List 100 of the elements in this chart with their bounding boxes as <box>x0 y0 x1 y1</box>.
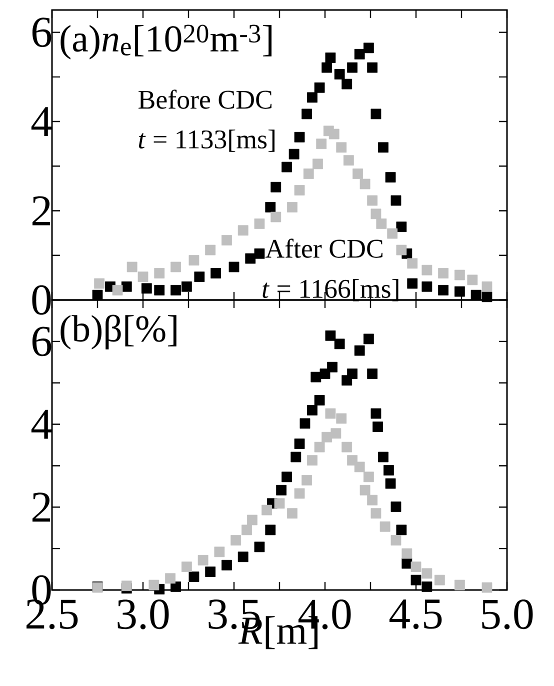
point <box>467 274 478 286</box>
annotation: Before CDC <box>138 90 272 109</box>
point <box>322 432 332 442</box>
point <box>372 422 383 432</box>
point <box>92 290 103 300</box>
point <box>181 562 192 572</box>
point <box>154 284 165 296</box>
point <box>407 258 418 269</box>
point <box>94 278 105 289</box>
point <box>141 283 152 294</box>
point <box>422 568 432 579</box>
point <box>290 452 302 462</box>
point <box>154 268 165 278</box>
point <box>367 494 378 506</box>
point <box>287 202 298 212</box>
point <box>422 264 432 276</box>
chart-title: (b)β[%] <box>60 314 176 350</box>
point <box>354 462 365 472</box>
point <box>367 195 378 206</box>
point <box>322 62 332 73</box>
point <box>454 270 465 280</box>
x-tick-label: 3.0 <box>118 600 169 630</box>
point <box>390 195 402 206</box>
point <box>294 132 305 142</box>
point <box>347 62 358 73</box>
point <box>384 465 394 476</box>
y-tick-label: 4 <box>31 107 52 136</box>
x-tick-label: 4.5 <box>389 600 442 629</box>
point <box>121 580 132 592</box>
point <box>188 255 200 266</box>
point <box>302 108 312 120</box>
point <box>300 418 310 429</box>
point <box>210 268 221 278</box>
point <box>307 455 318 466</box>
point <box>270 212 282 222</box>
point <box>470 290 482 300</box>
point <box>312 158 323 170</box>
point <box>254 542 265 552</box>
point <box>354 345 365 356</box>
point <box>367 368 378 379</box>
annotation: t = 1166[ms] <box>262 279 398 302</box>
point <box>390 502 402 512</box>
y-tick-label: 2 <box>32 492 50 522</box>
point <box>265 524 276 536</box>
point <box>422 281 432 292</box>
x-tick-label: 5.0 <box>482 600 533 630</box>
point <box>265 202 276 212</box>
point <box>434 574 445 586</box>
point <box>126 262 138 272</box>
point <box>360 484 370 496</box>
point <box>307 405 318 416</box>
point <box>112 284 123 296</box>
point <box>396 244 407 256</box>
point <box>228 262 240 272</box>
point <box>276 484 287 496</box>
point <box>325 408 336 419</box>
point <box>316 138 327 150</box>
point <box>407 278 418 289</box>
y-tick-label: 6 <box>32 326 52 356</box>
point <box>342 442 352 452</box>
point <box>438 284 448 296</box>
point <box>360 178 370 190</box>
point <box>410 574 422 586</box>
point <box>314 442 325 452</box>
y-tick-label: 2 <box>32 196 50 226</box>
point <box>314 82 325 93</box>
point <box>303 168 314 179</box>
point <box>385 172 396 183</box>
point <box>347 368 358 379</box>
point <box>367 62 378 73</box>
point <box>198 554 208 566</box>
point <box>307 92 318 103</box>
point <box>165 573 176 584</box>
point <box>482 281 492 292</box>
point <box>181 281 192 292</box>
point <box>378 452 388 462</box>
point <box>454 286 465 297</box>
point <box>170 581 181 592</box>
point <box>370 408 382 419</box>
point <box>363 472 374 482</box>
point <box>334 69 345 80</box>
point <box>370 208 382 220</box>
point <box>247 514 258 526</box>
chart-title: (a)n$_{e}$[10$^{20}$m$^{-3}$] <box>60 24 272 60</box>
point <box>238 552 248 562</box>
point <box>138 272 148 282</box>
point <box>194 272 205 282</box>
y-tick-label: 6 <box>32 18 52 48</box>
point <box>254 218 265 229</box>
point <box>148 580 160 590</box>
point <box>262 504 272 516</box>
point <box>352 168 363 179</box>
point <box>396 222 407 232</box>
point <box>363 334 374 344</box>
y-tick-label: 4 <box>31 410 52 439</box>
point <box>274 498 285 509</box>
point <box>376 218 387 229</box>
point <box>438 268 448 278</box>
point <box>378 142 388 153</box>
point <box>343 155 354 166</box>
